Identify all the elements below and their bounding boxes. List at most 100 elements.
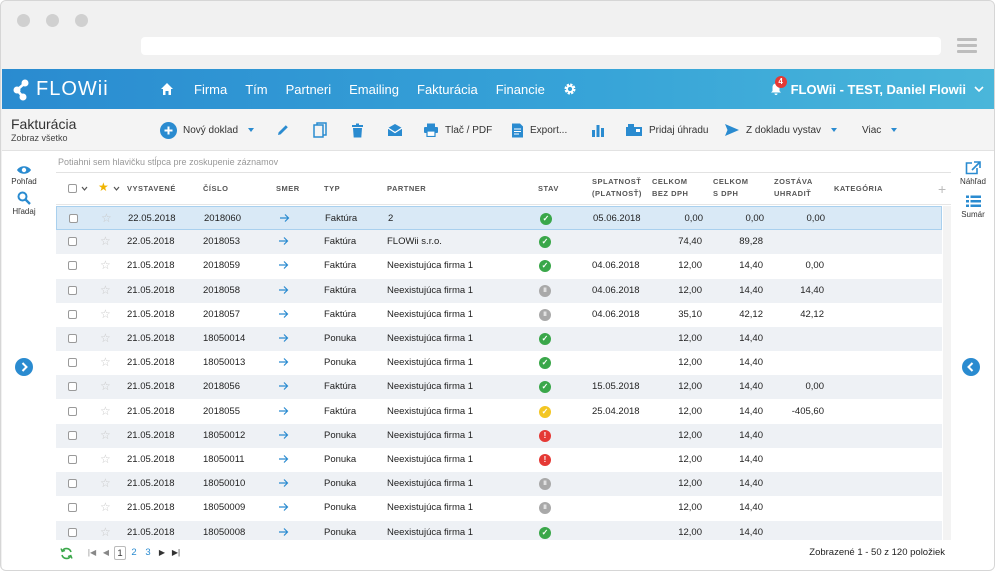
table-row[interactable]: ☆ 21.05.2018 2018055 Faktúra Neexistujúca fi… — [56, 400, 942, 424]
table-row[interactable]: ☆ 21.05.2018 2018056 Faktúra Neexistujúca fi… — [56, 375, 942, 400]
browser-menu-icon[interactable] — [957, 38, 977, 53]
row-checkbox[interactable] — [68, 406, 77, 416]
table-row[interactable]: ☆ 21.05.2018 18050014 Ponuka Neexistujúca fi… — [56, 327, 942, 351]
row-checkbox[interactable] — [68, 237, 77, 247]
address-bar[interactable] — [141, 37, 941, 55]
favorite-filter-chevron-icon[interactable] — [113, 186, 120, 191]
statistics-button[interactable] — [591, 121, 611, 139]
edit-button[interactable] — [276, 121, 296, 139]
cell-number[interactable]: 18050012 — [203, 429, 246, 441]
prev-page-icon[interactable]: ◀ — [102, 548, 110, 557]
column-type[interactable]: TYP — [324, 184, 341, 193]
search-toggle[interactable]: Hľadaj — [2, 191, 46, 216]
first-page-icon[interactable]: |◀ — [87, 548, 97, 557]
cell-number[interactable]: 2018056 — [203, 381, 240, 393]
table-row[interactable]: ☆ 21.05.2018 2018058 Faktúra Neexistujúca fi… — [56, 278, 942, 303]
row-checkbox[interactable] — [68, 382, 77, 392]
favorite-star-icon[interactable]: ☆ — [100, 379, 111, 394]
cell-partner[interactable]: Neexistujúca firma 1 — [387, 357, 474, 369]
column-remaining[interactable]: ZOSTÁVA UHRADIŤ — [774, 176, 813, 200]
favorite-star-icon[interactable]: ☆ — [100, 355, 111, 370]
grid-scrollbar[interactable] — [943, 206, 951, 540]
column-net-total[interactable]: CELKOM BEZ DPH — [652, 176, 688, 200]
favorite-star-icon[interactable]: ☆ — [100, 476, 111, 491]
nav-item-tim[interactable]: Tím — [245, 81, 268, 97]
favorite-star-icon[interactable]: ☆ — [101, 211, 112, 225]
last-page-icon[interactable]: ▶| — [171, 548, 181, 557]
favorite-star-icon[interactable]: ☆ — [100, 234, 111, 249]
column-number[interactable]: ČÍSLO — [203, 184, 229, 193]
row-checkbox[interactable] — [68, 527, 77, 537]
home-icon[interactable] — [160, 82, 174, 96]
nav-item-fakturacia[interactable]: Fakturácia — [417, 81, 478, 97]
row-checkbox[interactable] — [68, 503, 77, 513]
issue-from-document-button[interactable]: Z dokladu vystav — [724, 121, 838, 139]
add-payment-button[interactable]: Pridaj úhradu — [625, 121, 708, 139]
nav-item-partneri[interactable]: Partneri — [285, 81, 332, 97]
favorite-star-icon[interactable]: ☆ — [100, 427, 111, 442]
cell-partner[interactable]: Neexistujúca firma 1 — [387, 502, 474, 514]
page-2[interactable]: 2 — [131, 547, 137, 558]
summary-toggle[interactable]: Sumár — [951, 195, 994, 219]
cell-number[interactable]: 18050008 — [203, 526, 246, 538]
group-by-hint[interactable]: Potiahni sem hlavičku stĺpca pre zoskupe… — [58, 157, 279, 167]
expand-left-button[interactable] — [15, 358, 33, 376]
nav-item-financie[interactable]: Financie — [495, 81, 545, 97]
new-document-button[interactable]: Nový doklad — [160, 121, 255, 139]
row-checkbox[interactable] — [69, 214, 78, 223]
table-row[interactable]: ☆ 21.05.2018 18050010 Ponuka Neexistujúca fi… — [56, 472, 942, 497]
bell-icon[interactable]: 4 — [769, 76, 787, 96]
chevron-down-icon[interactable] — [973, 84, 985, 94]
cell-number[interactable]: 2018055 — [203, 405, 240, 417]
more-button[interactable]: Viac — [862, 121, 898, 139]
cell-number[interactable]: 18050009 — [203, 502, 246, 514]
cell-partner[interactable]: Neexistujúca firma 1 — [387, 429, 474, 441]
cell-partner[interactable]: Neexistujúca firma 1 — [387, 478, 474, 490]
window-close-dot[interactable] — [17, 14, 30, 27]
select-all-chevron-icon[interactable] — [81, 186, 88, 191]
column-issued[interactable]: VYSTAVENÉ — [127, 184, 176, 193]
issue-from-caret-icon[interactable] — [831, 128, 838, 132]
nav-item-emailing[interactable]: Emailing — [349, 81, 399, 97]
window-maximize-dot[interactable] — [75, 14, 88, 27]
cell-partner[interactable]: FLOWii s.r.o. — [387, 236, 442, 248]
table-row[interactable]: ☆ 22.05.2018 2018053 Faktúra FLOWii s.r.o. ✓ 7… — [56, 230, 942, 255]
table-row[interactable]: ☆ 21.05.2018 18050009 Ponuka Neexistujúca fi… — [56, 496, 942, 520]
table-row[interactable]: ☆ 21.05.2018 18050012 Ponuka Neexistujúca fi… — [56, 423, 942, 448]
table-row[interactable]: ☆ 21.05.2018 18050013 Ponuka Neexistujúca fi… — [56, 351, 942, 375]
row-checkbox[interactable] — [68, 309, 77, 319]
logo[interactable]: FLOWii — [12, 78, 109, 101]
delete-button[interactable] — [351, 121, 370, 139]
cell-number[interactable]: 2018053 — [203, 236, 240, 248]
window-minimize-dot[interactable] — [46, 14, 59, 27]
column-partner[interactable]: PARTNER — [387, 184, 427, 193]
row-checkbox[interactable] — [68, 334, 77, 343]
cell-number[interactable]: 2018060 — [204, 213, 241, 224]
favorite-star-icon[interactable]: ☆ — [100, 500, 111, 515]
cell-number[interactable]: 18050014 — [203, 333, 246, 344]
column-category[interactable]: KATEGÓRIA — [834, 184, 883, 193]
favorite-star-icon[interactable]: ☆ — [100, 282, 111, 297]
refresh-icon[interactable] — [60, 547, 73, 560]
cell-number[interactable]: 2018059 — [203, 260, 240, 272]
page-1[interactable]: 1 — [114, 546, 126, 560]
cell-partner[interactable]: Neexistujúca firma 1 — [387, 526, 474, 538]
export-button[interactable]: Export... — [511, 121, 567, 139]
favorite-star-icon[interactable]: ☆ — [100, 331, 111, 345]
table-row[interactable]: ☆ 21.05.2018 2018059 Faktúra Neexistujúca fi… — [56, 254, 942, 278]
favorite-star-icon[interactable]: ☆ — [100, 306, 111, 321]
copy-button[interactable] — [313, 121, 333, 139]
select-all-checkbox[interactable] — [68, 184, 77, 193]
cell-partner[interactable]: Neexistujúca firma 1 — [387, 405, 474, 417]
row-checkbox[interactable] — [68, 479, 77, 489]
favorite-star-icon[interactable]: ☆ — [100, 403, 111, 418]
cell-partner[interactable]: Neexistujúca firma 1 — [387, 333, 474, 344]
user-name[interactable]: FLOWii - TEST, Daniel Flowii — [790, 81, 966, 97]
user-menu[interactable]: 4 FLOWii - TEST, Daniel Flowii — [769, 69, 985, 109]
cell-partner[interactable]: Neexistujúca firma 1 — [387, 454, 474, 465]
cell-number[interactable]: 2018058 — [203, 284, 240, 296]
favorite-filter-star-icon[interactable]: ★ — [98, 180, 109, 194]
row-checkbox[interactable] — [68, 358, 77, 368]
cell-number[interactable]: 18050010 — [203, 478, 246, 490]
column-direction[interactable]: SMER — [276, 184, 300, 193]
